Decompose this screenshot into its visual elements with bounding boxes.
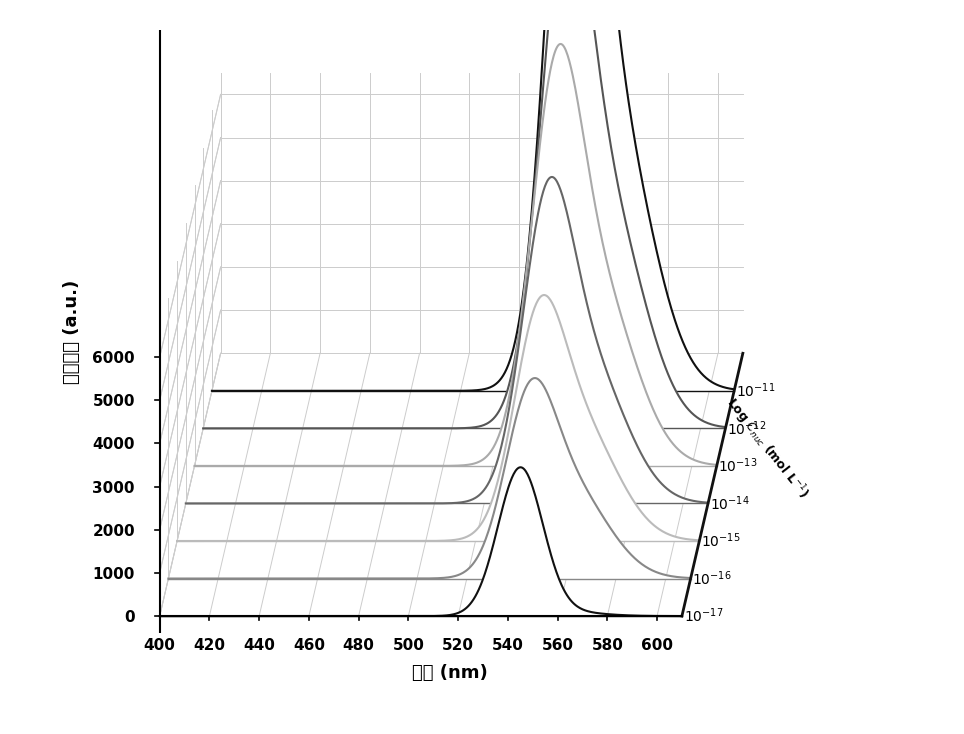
Polygon shape [212, 0, 735, 390]
Text: Log $C_{nuc}$ (mol L$^{-1}$): Log $C_{nuc}$ (mol L$^{-1}$) [721, 394, 813, 504]
Polygon shape [160, 468, 682, 616]
X-axis label: 波长 (nm): 波长 (nm) [413, 664, 488, 683]
Text: $10^{-15}$: $10^{-15}$ [701, 531, 740, 550]
Text: $10^{-12}$: $10^{-12}$ [727, 419, 766, 437]
Polygon shape [186, 177, 708, 504]
Text: $10^{-11}$: $10^{-11}$ [736, 382, 775, 400]
Polygon shape [203, 0, 726, 429]
Text: $10^{-14}$: $10^{-14}$ [710, 494, 749, 513]
Text: $10^{-17}$: $10^{-17}$ [683, 607, 723, 625]
Text: $10^{-13}$: $10^{-13}$ [718, 457, 758, 475]
Text: $10^{-16}$: $10^{-16}$ [692, 570, 732, 588]
Polygon shape [177, 295, 699, 541]
Polygon shape [195, 44, 716, 466]
Y-axis label: 荧光强度 (a.u.): 荧光强度 (a.u.) [64, 280, 81, 384]
Polygon shape [169, 378, 690, 578]
